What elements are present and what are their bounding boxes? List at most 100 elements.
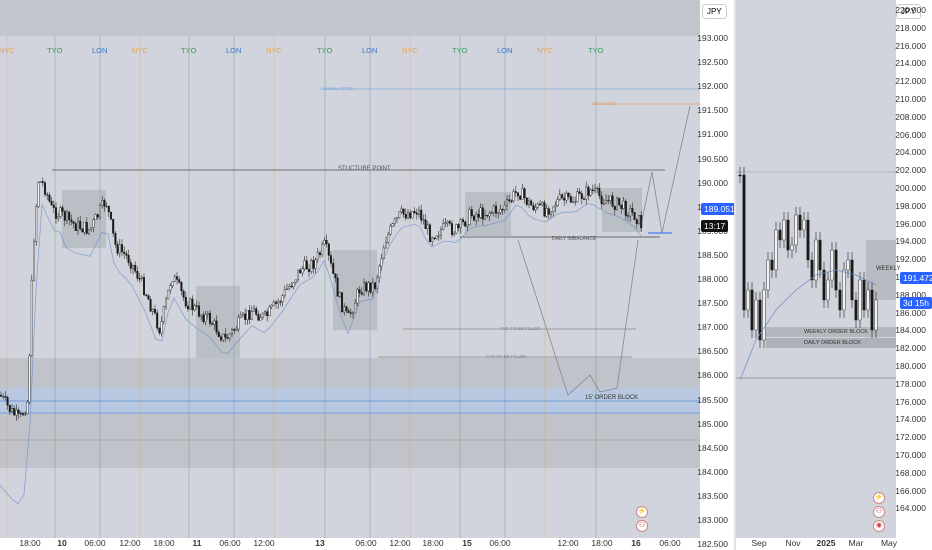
candle-body: [250, 310, 253, 320]
price-tick: 200.000: [895, 183, 926, 193]
candle-body: [481, 207, 484, 220]
price-tick: 183.500: [697, 490, 728, 501]
candle-body: [206, 312, 209, 315]
candle-body: [268, 306, 271, 317]
candle-body: [622, 200, 625, 209]
candle-body: [356, 289, 359, 304]
price-tick: 204.000: [895, 147, 926, 158]
candle-body: [600, 195, 603, 205]
session-label: TYO: [181, 46, 197, 55]
candle-body: [404, 213, 407, 219]
candle-body: [611, 195, 614, 207]
pane-divider[interactable]: [734, 0, 736, 550]
candle-body: [118, 244, 121, 254]
candle-body: [279, 301, 282, 303]
candle-body: [457, 224, 460, 229]
candle-body: [312, 260, 315, 269]
candle-body: [407, 212, 410, 219]
candle-body: [738, 174, 742, 177]
candle-body: [44, 182, 47, 195]
candle-body: [286, 288, 289, 290]
candle-body: [275, 301, 278, 304]
time-tick: Nov: [785, 538, 801, 548]
event-icon-right[interactable]: ⚇: [873, 506, 885, 518]
candle-body: [341, 292, 344, 313]
candle-body: [200, 314, 203, 317]
price-axis[interactable]: 193.000 192.500 192.000 191.500 191.000 190.5…: [697, 0, 734, 549]
candle-body: [158, 328, 161, 334]
right-chart-canvas[interactable]: [736, 0, 932, 550]
candle-body: [466, 224, 469, 227]
candle-body: [398, 211, 401, 218]
candle-body: [591, 189, 594, 192]
moving-average: [739, 269, 877, 381]
candle-body: [365, 282, 368, 292]
candle-body: [15, 409, 18, 416]
candle-body: [609, 195, 612, 201]
candle-body: [574, 201, 577, 203]
price-tick: 192.000: [895, 254, 926, 265]
candle-body: [477, 214, 480, 218]
right-chart-pane[interactable]: JPY 220.000 218.000 216.000 214.000 212.000 2…: [736, 0, 932, 550]
candle-body: [624, 200, 627, 216]
candle-body: [202, 314, 205, 322]
event-icon[interactable]: ⚇: [636, 520, 648, 532]
session-label: TYO: [588, 46, 604, 55]
price-tick: 186.000: [697, 370, 728, 381]
candle-body: [48, 194, 51, 202]
last-price-tag-right: 191.472: [900, 272, 932, 284]
time-axis-right[interactable]: Sep Nov 2025 Mar May: [736, 538, 898, 550]
candle-body: [70, 219, 73, 222]
time-tick: 06:00: [219, 538, 241, 548]
candle-body: [107, 205, 110, 213]
price-tick: 188.000: [895, 289, 926, 300]
currency-button-right[interactable]: JPY: [896, 4, 921, 19]
candle-body: [156, 312, 159, 329]
price-tick: 185.500: [697, 394, 728, 405]
candle-body: [435, 235, 438, 240]
time-tick: 18:00: [153, 538, 175, 548]
candle-body: [545, 208, 548, 217]
candle-body: [13, 408, 16, 416]
countdown-tag-right: 3d 15h: [900, 297, 932, 309]
moving-average: [0, 203, 643, 505]
candle-body: [261, 312, 264, 319]
candle-body: [52, 204, 55, 208]
candle-body: [308, 268, 311, 272]
price-axis-right[interactable]: 220.000 218.000 216.000 214.000 212.000 210.0…: [895, 0, 932, 540]
left-chart-pane[interactable]: JPY 193.000 192.500 192.000 191.500 191.000 1…: [0, 0, 734, 550]
candle-body: [567, 192, 570, 197]
candle-body: [19, 413, 22, 415]
currency-button[interactable]: JPY: [702, 4, 727, 19]
candle-body: [822, 269, 826, 301]
candle-body: [369, 282, 372, 293]
candle-body: [550, 211, 553, 215]
lightning-icon[interactable]: ⚡: [636, 506, 648, 518]
candle-body: [175, 276, 178, 280]
price-tick: 202.000: [895, 165, 926, 176]
candle-body: [750, 289, 754, 331]
session-label: NYC: [132, 46, 148, 55]
candle-body: [858, 279, 862, 321]
candle-body: [98, 205, 101, 218]
candle-body: [462, 219, 465, 222]
candle-body: [374, 282, 377, 289]
candle-body: [433, 237, 436, 240]
candle-body: [6, 396, 9, 406]
candle-body: [134, 264, 137, 272]
lightning-icon-right[interactable]: ⚡: [873, 492, 885, 504]
candle-body: [259, 317, 262, 321]
price-axis-bg: [700, 0, 734, 550]
candle-body: [429, 224, 432, 242]
time-tick: 2025: [816, 538, 836, 548]
candle-body: [539, 203, 542, 206]
left-chart-canvas[interactable]: [0, 0, 734, 550]
price-tick: 164.000: [895, 503, 926, 514]
time-tick: 12:00: [557, 538, 579, 548]
time-tick: 06:00: [355, 538, 377, 548]
candle-body: [4, 396, 7, 398]
time-axis[interactable]: 18:00 10 06:00 12:00 18:00 11 06:00 12:00 13 06:0…: [0, 538, 700, 550]
candle-body: [164, 298, 167, 307]
time-tick: May: [880, 538, 898, 548]
earnings-icon-right[interactable]: ◉: [873, 520, 885, 532]
